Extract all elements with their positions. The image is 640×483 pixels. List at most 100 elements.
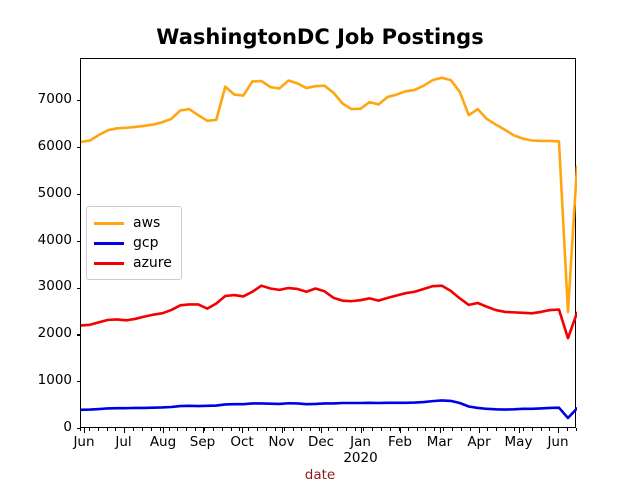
x-minor-tick [452, 428, 454, 431]
y-tick-mark [76, 100, 81, 102]
x-tick-label: Aug [149, 434, 177, 450]
x-tick-mark [439, 428, 441, 433]
x-minor-tick [88, 428, 90, 431]
y-axis-tick-labels: 0 1000 2000 3000 4000 5000 6000 7000 [0, 0, 81, 480]
x-tick-label: May [504, 434, 533, 450]
x-minor-tick [230, 428, 232, 431]
x-tick-label: Jul [115, 434, 132, 450]
x-tick-mark [84, 428, 86, 433]
x-minor-tick [514, 428, 516, 431]
x-minor-tick [390, 428, 392, 431]
line-azure [81, 284, 577, 340]
y-tick-mark [76, 240, 81, 242]
x-minor-tick [133, 428, 135, 431]
x-minor-tick [398, 428, 400, 431]
x-tick-mark [518, 428, 520, 433]
y-tick-mark [76, 147, 81, 149]
legend-label-azure: azure [133, 255, 172, 271]
x-minor-tick [434, 428, 436, 431]
x-tick-mark [281, 428, 283, 433]
x-minor-tick [142, 428, 144, 431]
x-minor-tick [505, 428, 507, 431]
x-minor-tick [124, 428, 126, 431]
x-minor-tick [567, 428, 569, 431]
x-tick-label: Jun [547, 434, 569, 450]
legend-swatch-gcp [94, 241, 124, 245]
legend-item-aws: aws [94, 213, 172, 233]
x-tick-mark [202, 428, 204, 433]
plot-svg [81, 76, 577, 420]
x-minor-tick [292, 428, 294, 431]
x-minor-tick [328, 428, 330, 431]
x-minor-tick [496, 428, 498, 431]
x-minor-tick [443, 428, 445, 431]
x-minor-tick [576, 428, 578, 431]
y-tick-label: 4000 [37, 231, 72, 248]
x-tick-label: Nov [268, 434, 295, 450]
x-minor-tick [266, 428, 268, 431]
line-aws [81, 76, 577, 314]
y-tick-mark [76, 334, 81, 336]
x-minor-tick [558, 428, 560, 431]
x-minor-tick [248, 428, 250, 431]
x-tick-label: Feb [388, 434, 412, 450]
x-minor-tick [274, 428, 276, 431]
x-minor-tick [531, 428, 533, 431]
x-minor-tick [177, 428, 179, 431]
y-tick-label: 2000 [37, 325, 72, 342]
x-minor-tick [469, 428, 471, 431]
x-minor-tick [115, 428, 117, 431]
x-minor-tick [336, 428, 338, 431]
x-tick-mark [123, 428, 125, 433]
y-tick-label: 1000 [37, 372, 72, 389]
x-minor-tick [159, 428, 161, 431]
y-tick-label: 3000 [37, 278, 72, 295]
x-tick-label: Mar [426, 434, 453, 450]
x-tick-year-label: 2020 [343, 450, 378, 466]
x-minor-tick [106, 428, 108, 431]
x-minor-tick [407, 428, 409, 431]
x-minor-tick [319, 428, 321, 431]
y-tick-label: 5000 [37, 184, 72, 201]
x-minor-tick [310, 428, 312, 431]
legend-label-gcp: gcp [133, 235, 159, 251]
x-minor-tick [460, 428, 462, 431]
x-minor-tick [416, 428, 418, 431]
legend-item-azure: azure [94, 253, 172, 273]
x-minor-tick [239, 428, 241, 431]
x-minor-tick [80, 428, 82, 431]
y-tick-mark [76, 381, 81, 383]
x-tick-label: Sep [189, 434, 216, 450]
x-minor-tick [221, 428, 223, 431]
legend-item-gcp: gcp [94, 233, 172, 253]
page-title: WashingtonDC Job Postings [156, 25, 484, 49]
x-minor-tick [425, 428, 427, 431]
x-tick-label: Apr [467, 434, 491, 450]
series-lines [81, 76, 577, 420]
x-minor-tick [168, 428, 170, 431]
legend-swatch-aws [94, 221, 124, 225]
x-minor-tick [478, 428, 480, 431]
x-minor-tick [212, 428, 214, 431]
x-minor-tick [301, 428, 303, 431]
x-minor-tick [283, 428, 285, 431]
x-minor-tick [150, 428, 152, 431]
x-tick-label: Jan [350, 434, 371, 450]
x-minor-tick [363, 428, 365, 431]
x-tick-mark [400, 428, 402, 433]
x-tick-mark [163, 428, 165, 433]
x-tick-mark [242, 428, 244, 433]
x-minor-tick [97, 428, 99, 431]
x-tick-label: Dec [307, 434, 335, 450]
x-tick-label: Jun [73, 434, 95, 450]
x-minor-tick [195, 428, 197, 431]
x-minor-tick [354, 428, 356, 431]
legend-swatch-azure [94, 261, 124, 265]
line-gcp [81, 399, 577, 420]
x-minor-tick [381, 428, 383, 431]
x-tick-mark [360, 428, 362, 433]
x-minor-tick [372, 428, 374, 431]
x-minor-tick [186, 428, 188, 431]
